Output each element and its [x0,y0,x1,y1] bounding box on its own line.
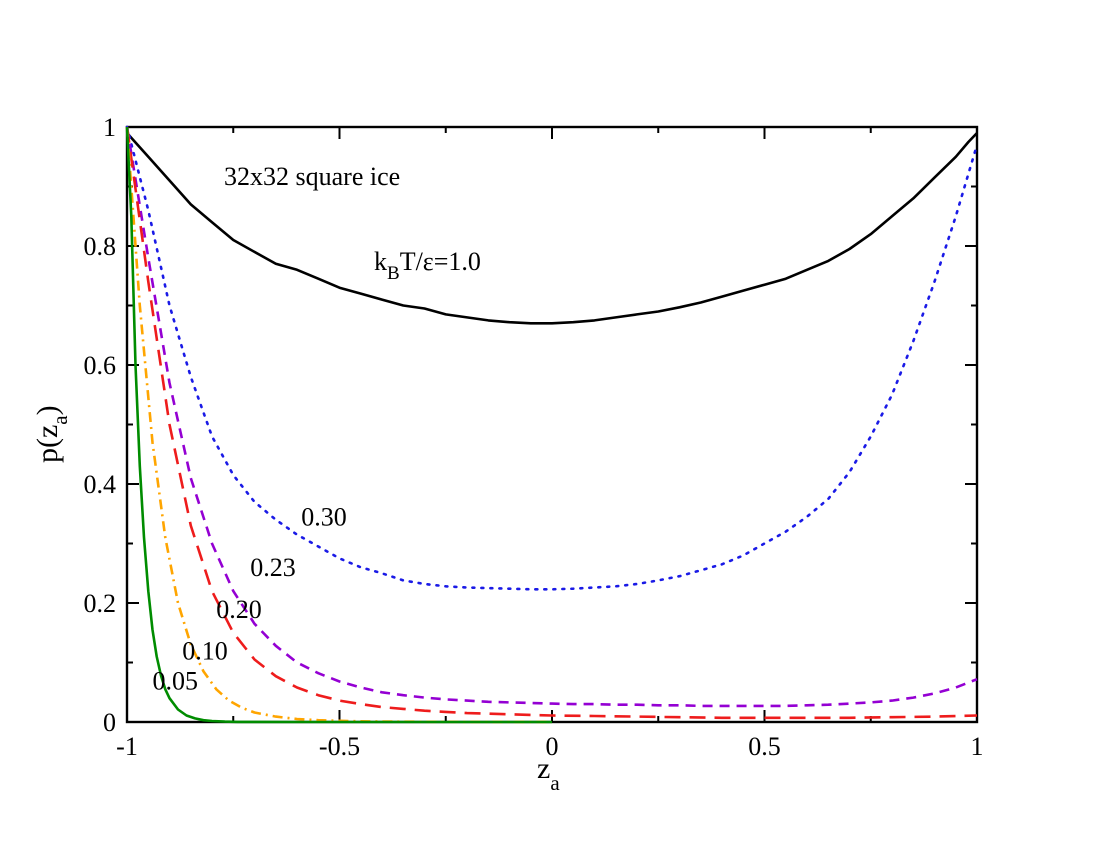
series-label-0-23: 0.23 [250,553,296,582]
data-series [125,125,979,724]
series-label-0-30: 0.30 [301,503,347,532]
temperature-label-sub: B [387,263,400,284]
y-tick-label: 0 [103,708,116,737]
temperature-label-rest: T/ε=1.0 [400,247,481,276]
tick-labels: -1 -0.5 0 0.5 1 0 0.2 0.4 0.6 0.8 1 [84,113,984,761]
x-tick-label: 0 [546,732,559,761]
series-label-0-05: 0.05 [153,666,199,695]
plot-frame [125,125,979,724]
chart-annotation: 32x32 square ice [224,162,400,191]
x-tick-label: 1 [971,732,984,761]
y-tick-label: 0.2 [84,589,117,618]
y-axis-label: p(za) [31,405,72,463]
x-tick-label: -1 [116,732,138,761]
x-axis-label: za [537,752,560,795]
x-axis-label-main: z [537,752,550,785]
y-axis-label-suffix: ) [31,405,64,415]
series-line-0-30 [125,125,979,591]
series-line-1-0 [126,132,978,325]
y-tick-label: 0.8 [84,232,117,261]
series-line-0-23 [125,126,978,708]
series-line-0-05 [125,126,552,724]
series-line-0-10 [125,126,553,724]
y-tick-label: 0.4 [84,470,117,499]
temperature-label-k: k [374,247,387,276]
series-line-0-20 [125,126,978,720]
y-axis-label-sub: a [48,415,72,425]
temperature-label: kBT/ε=1.0 [374,247,481,284]
series-label-0-20: 0.20 [216,595,262,624]
axis-ticks [126,126,978,723]
y-tick-label: 0.6 [84,351,117,380]
x-tick-label: -0.5 [319,732,360,761]
y-axis-label-prefix: p(z [31,425,64,463]
x-axis-label-sub: a [550,771,560,795]
series-label-0-10: 0.10 [182,637,228,666]
series-labels: 0.300.23 0.20 0.100.05 [153,503,347,696]
x-tick-label: 0.5 [748,732,781,761]
y-tick-label: 1 [103,113,116,142]
